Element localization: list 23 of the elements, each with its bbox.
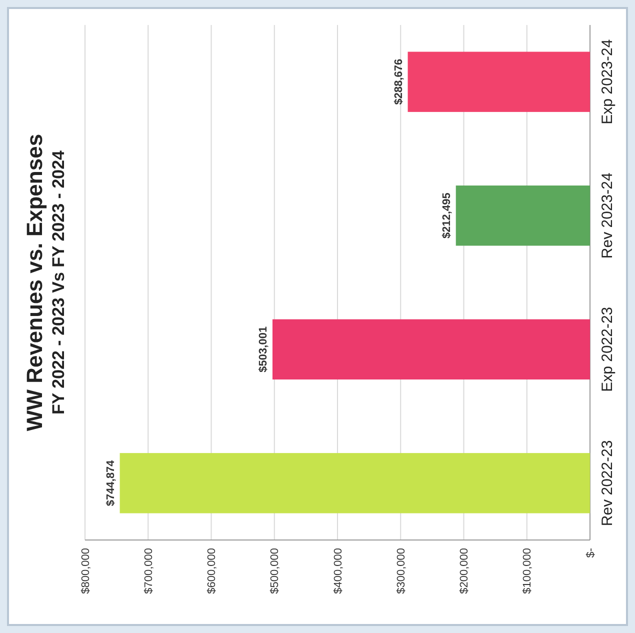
y-tick-label: Exp 2023-24: [599, 39, 616, 124]
data-label: $212,495: [440, 192, 453, 239]
x-tick-label: $100,000: [522, 548, 534, 594]
text: FY 2022 - 2023 Vs FY 2023 - 2024: [49, 150, 68, 415]
y-tick-label: Rev 2023-24: [599, 172, 616, 259]
x-tick-label: $700,000: [142, 548, 155, 594]
x-tick-label: $400,000: [332, 548, 344, 594]
x-tick-label: $500,000: [269, 548, 282, 594]
data-label: $503,001: [257, 326, 270, 372]
y-tick-label: Exp 2022-23: [599, 306, 616, 392]
y-tick-label: Rev 2022-23: [599, 440, 616, 526]
x-tick-label: $-: [584, 548, 597, 558]
data-label: $288,676: [392, 58, 405, 105]
x-tick-label: $300,000: [395, 548, 408, 594]
text: WW Revenues vs. Expenses: [22, 134, 47, 432]
bar: [408, 52, 590, 112]
bar: [456, 186, 590, 246]
x-tick-label: $800,000: [80, 548, 92, 594]
bar: [272, 319, 590, 380]
x-tick-label: $200,000: [458, 548, 471, 594]
data-label: $744,874: [104, 459, 117, 506]
bar: [120, 453, 590, 514]
x-tick-label: $600,000: [206, 548, 218, 594]
